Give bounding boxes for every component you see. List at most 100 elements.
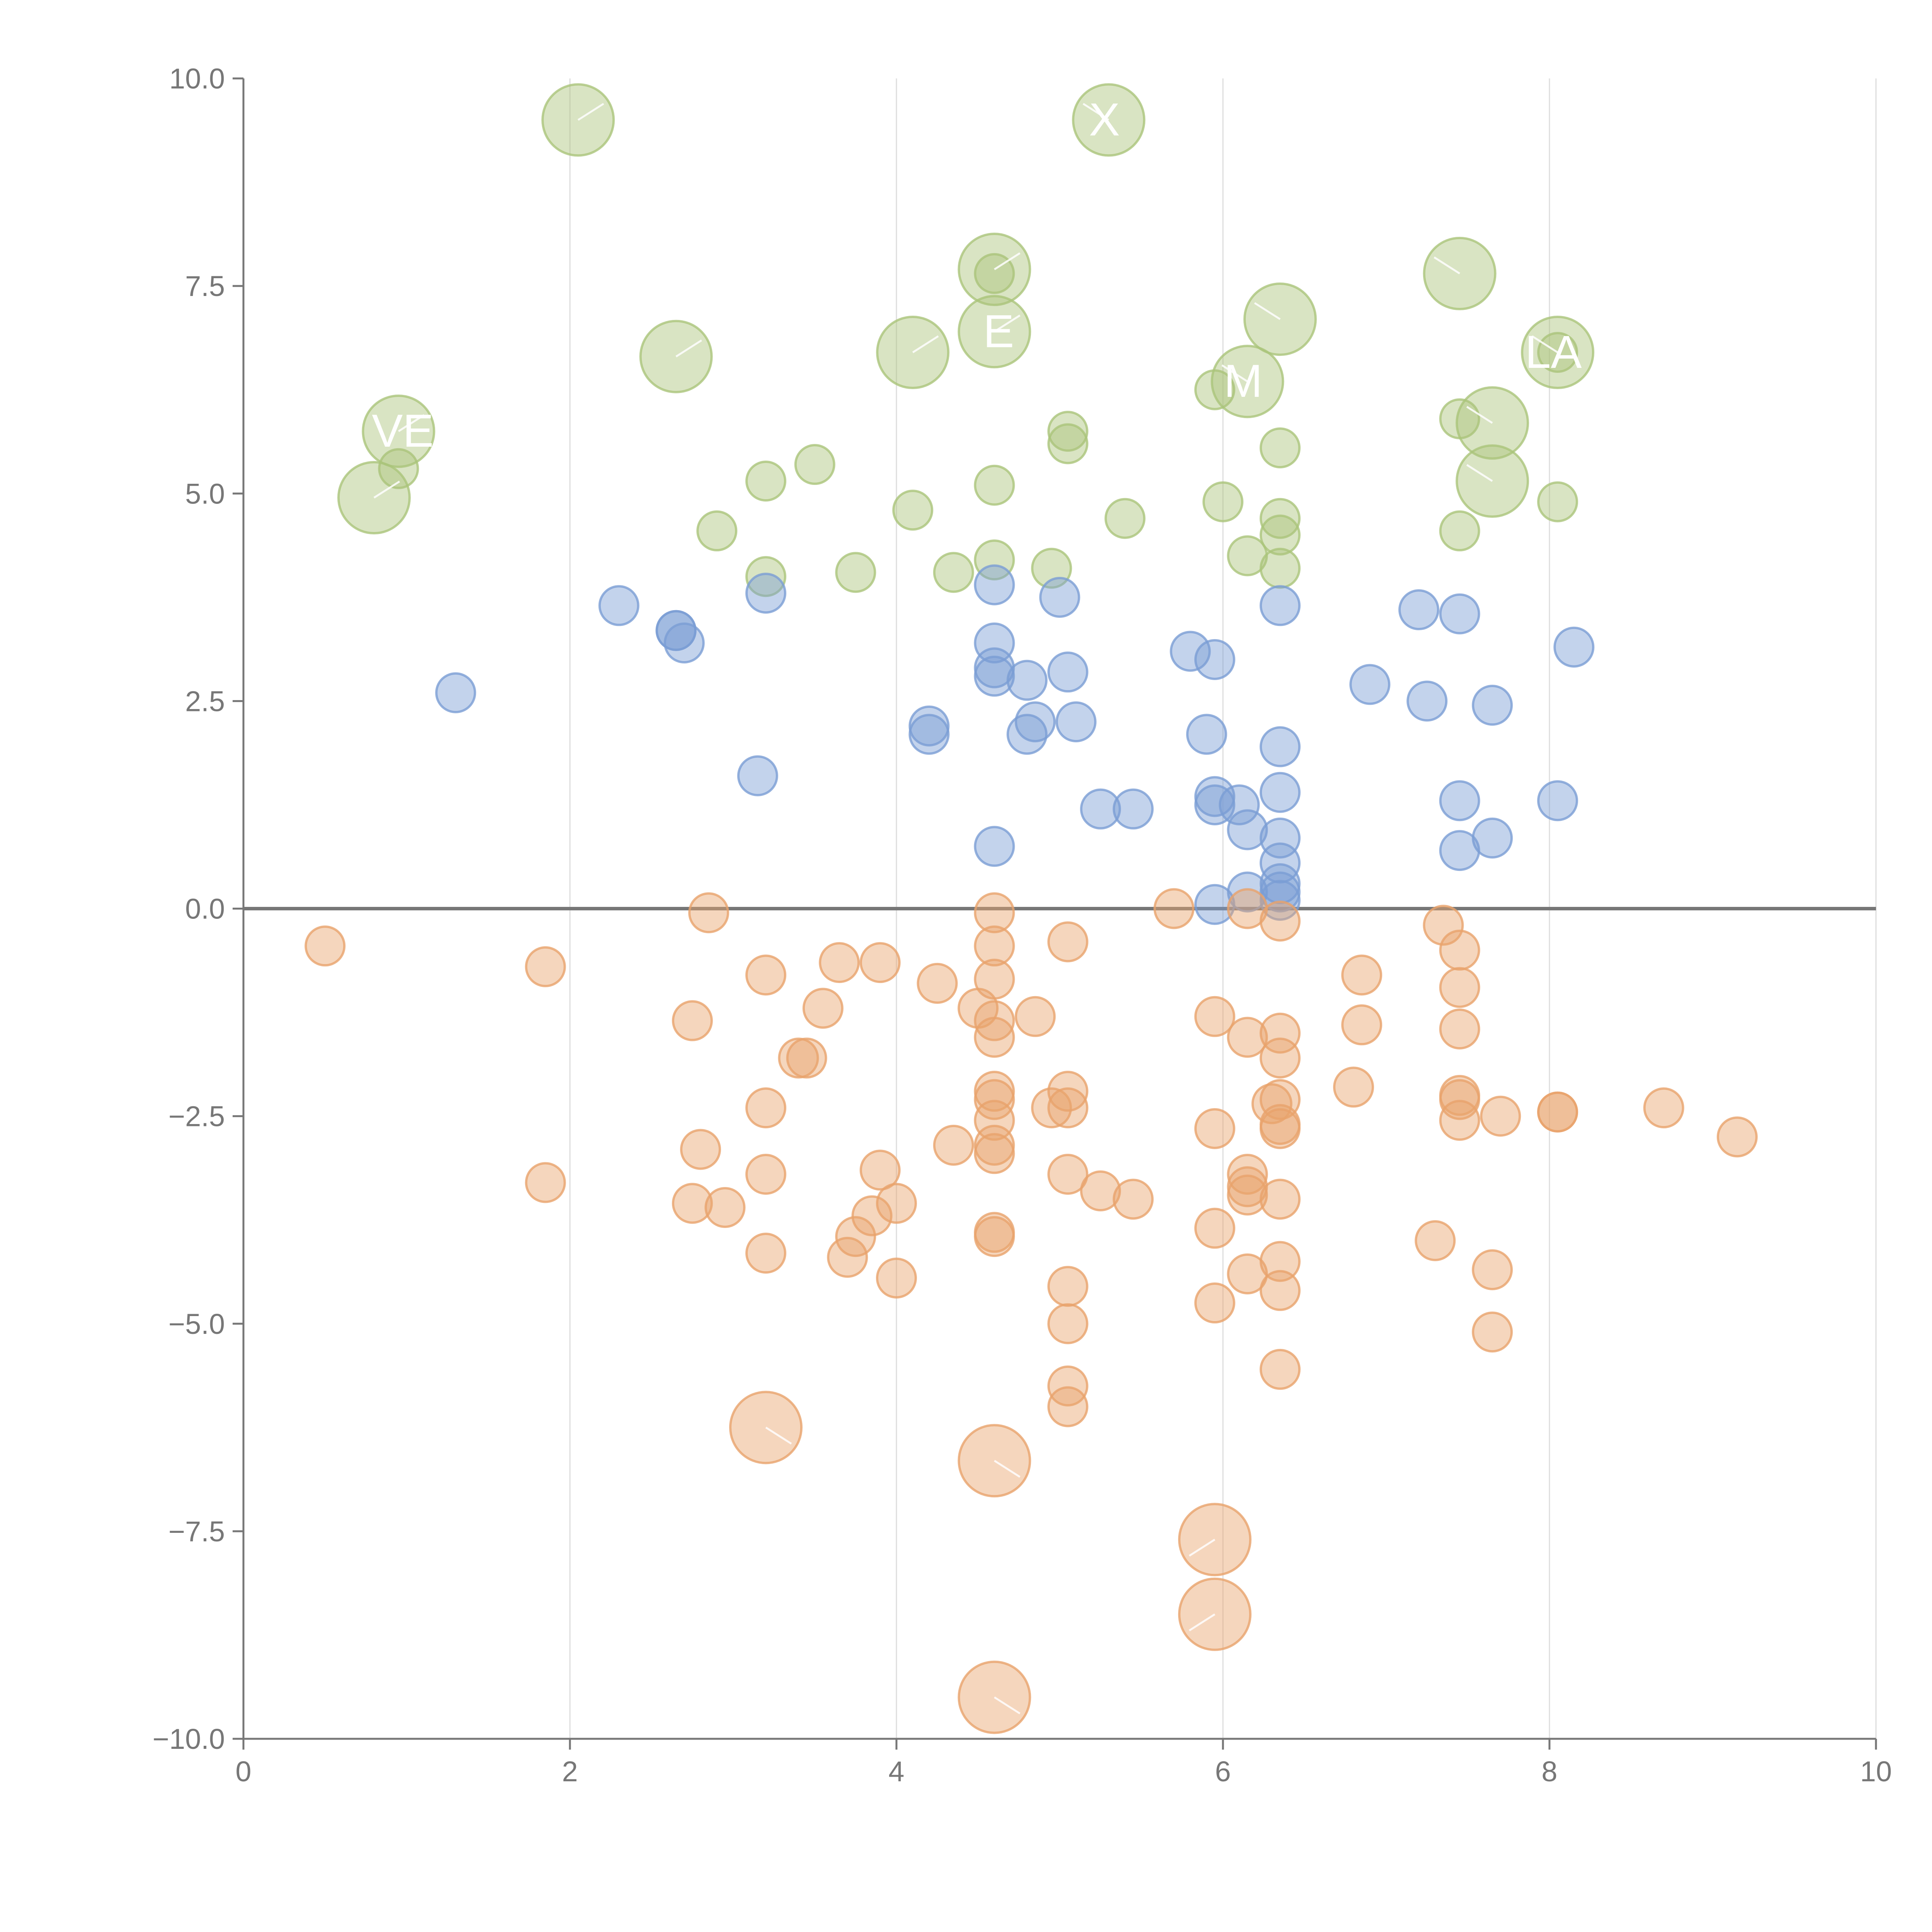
middle-point — [655, 610, 697, 651]
middle-point — [1047, 651, 1088, 693]
lower-point — [1439, 1100, 1480, 1141]
lower-point — [974, 1000, 1015, 1041]
bubble-label: X — [1089, 94, 1120, 145]
middle-point — [1227, 809, 1268, 850]
bubble-label: M — [1224, 355, 1262, 407]
lower-point — [1080, 1170, 1121, 1211]
upper-point — [974, 539, 1015, 581]
middle-point — [1112, 788, 1154, 830]
lower-point — [1259, 900, 1301, 942]
y-tick-label: −2.5 — [168, 1100, 225, 1133]
lower-point — [876, 1183, 917, 1224]
upper-point — [1259, 498, 1301, 539]
middle-point — [1055, 701, 1097, 743]
middle-point — [1439, 780, 1480, 821]
middle-point — [1186, 714, 1227, 755]
lower-point — [827, 1236, 868, 1278]
lower-point — [1259, 1037, 1301, 1079]
lower-point — [1341, 954, 1383, 996]
lower-point — [974, 1100, 1015, 1141]
upper-point — [1047, 423, 1088, 464]
y-tick-label: −10.0 — [153, 1723, 225, 1755]
middle-point — [1259, 772, 1301, 813]
lower-point — [1716, 1116, 1758, 1158]
bubble-layer — [304, 83, 1758, 1734]
middle-point — [1349, 664, 1391, 705]
middle-point — [974, 622, 1015, 663]
middle-point — [1080, 788, 1121, 830]
lower-point — [1480, 1095, 1521, 1137]
lower-point — [704, 1187, 746, 1228]
lower-point — [745, 1154, 786, 1195]
lower-point — [819, 942, 860, 983]
lower-point — [1031, 1087, 1072, 1129]
lower-point — [974, 1017, 1015, 1058]
middle-point — [908, 714, 950, 755]
lower-point — [1259, 1270, 1301, 1311]
upper-point — [1259, 514, 1301, 556]
lower-point — [1259, 1349, 1301, 1390]
middle-point — [1537, 780, 1578, 821]
middle-point — [1259, 880, 1301, 921]
middle-point — [1553, 626, 1595, 668]
middle-point — [435, 672, 476, 713]
lower-point — [974, 925, 1015, 967]
middle-point — [1015, 701, 1056, 743]
axes: 0 2 4 6 8 10 −10.0 −7.5 −5.0 −2.5 0.0 2.5 5.0 7.5 10.0 — [153, 63, 1892, 1787]
lower-point — [1423, 905, 1464, 946]
upper-point — [696, 510, 738, 551]
lower-point — [851, 1195, 893, 1236]
lower-point — [1227, 1154, 1268, 1195]
upper-point — [1202, 481, 1243, 522]
middle-point — [1398, 589, 1439, 631]
middle-point — [1039, 577, 1080, 618]
lower-point — [1472, 1311, 1513, 1353]
lower-point — [1194, 996, 1235, 1037]
lower-point — [1439, 1079, 1480, 1120]
x-tick-label: 4 — [888, 1755, 904, 1787]
upper-point — [933, 552, 974, 593]
upper-point — [1259, 427, 1301, 469]
lower-point — [1194, 1282, 1235, 1324]
label-leader-line — [1531, 335, 1558, 354]
x-tick-label: 0 — [235, 1755, 251, 1787]
middle-point — [745, 573, 786, 614]
middle-point — [1194, 639, 1235, 680]
y-tick-label: 0.0 — [185, 893, 225, 925]
lower-point — [1112, 1179, 1154, 1220]
y-tick-label: 2.5 — [185, 685, 225, 717]
upper-point — [794, 444, 835, 485]
lower-point — [672, 1183, 713, 1224]
lower-point — [688, 892, 730, 934]
label-leader-line — [398, 414, 425, 432]
middle-point — [1007, 714, 1048, 755]
lower-point — [917, 963, 958, 1004]
lower-point — [786, 1037, 827, 1079]
label-leader-line — [1189, 1613, 1216, 1631]
x-tick-label: 10 — [1860, 1755, 1892, 1787]
middle-point — [598, 585, 639, 626]
upper-point — [1537, 481, 1578, 522]
lower-point — [1439, 929, 1480, 971]
lower-point — [1333, 1066, 1374, 1108]
upper-point — [835, 552, 876, 593]
label-leader-line — [912, 335, 939, 354]
bubble-label: LA — [1525, 326, 1582, 378]
middle-point — [1007, 660, 1048, 701]
lower-point — [1047, 1071, 1088, 1112]
lower-point — [672, 1000, 713, 1041]
upper-point — [1047, 411, 1088, 452]
middle-point — [1259, 726, 1301, 767]
label-leader-line — [675, 339, 702, 357]
lower-point — [1047, 1365, 1088, 1406]
lower-point — [974, 892, 1015, 934]
lower-point — [1472, 1249, 1513, 1291]
lower-point — [1537, 1091, 1578, 1133]
label-layer: X E M LA VE — [372, 94, 1582, 1714]
middle-point — [1259, 585, 1301, 626]
label-leader-line — [994, 315, 1020, 333]
upper-point — [378, 448, 419, 489]
lower-point — [1259, 1108, 1301, 1149]
lower-point — [1259, 1079, 1301, 1120]
lower-point — [1194, 1108, 1235, 1149]
